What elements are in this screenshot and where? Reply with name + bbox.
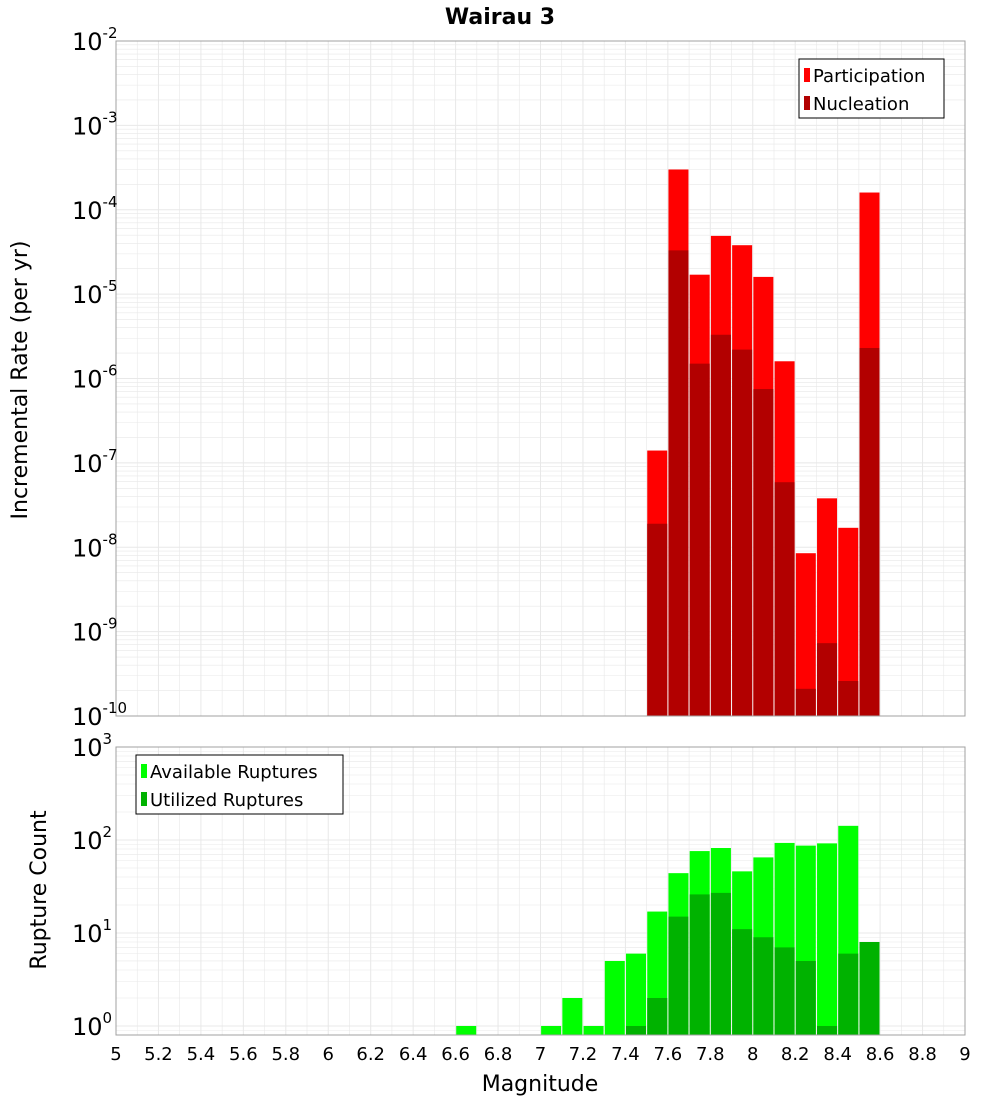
rate-legend-label: Participation <box>813 66 925 87</box>
x-tick-label: 6.6 <box>441 1044 470 1065</box>
count-bar-a <box>626 953 647 1035</box>
rate-bar-b <box>732 349 753 716</box>
x-tick-label: 5.2 <box>144 1044 173 1065</box>
count-bar-b <box>859 942 880 1035</box>
rupture-count-plot-panel: 103 102 101 100 5 5.2 5.4 5.6 5.8 6 6.2 6.4 6.6 6.8 7 7… <box>72 730 971 1065</box>
rate-y-tick-label: 10-10 <box>72 699 127 731</box>
rate-bar-b <box>838 680 859 716</box>
count-legend-swatch <box>141 764 147 778</box>
rate-legend-box <box>798 58 945 119</box>
count-bar-a <box>604 960 625 1035</box>
rate-legend-swatch <box>804 96 810 110</box>
rate-plot-frame <box>115 40 966 717</box>
x-tick-label: 8.8 <box>908 1044 937 1065</box>
rate-bar-b <box>859 347 880 716</box>
count-bar-a <box>541 1025 562 1035</box>
rate-legend-swatch <box>804 68 810 82</box>
count-bar-b <box>753 937 774 1035</box>
count-legend: Available Ruptures Utilized Ruptures <box>135 754 344 815</box>
count-bar-b <box>647 997 668 1035</box>
x-tick-label: 8 <box>747 1044 758 1065</box>
count-bars <box>456 825 880 1035</box>
rate-plot-panel: 10-2 10-3 10-4 10-5 10-6 10-7 10-8 10-9 10-10 Par… <box>72 24 966 731</box>
count-bar-a <box>456 1025 477 1035</box>
top-y-axis-label: Incremental Rate (per yr) <box>8 241 33 520</box>
chart-title: Wairau 3 <box>445 5 555 30</box>
rate-bar-b <box>710 334 731 716</box>
rate-bar-a <box>795 553 816 716</box>
rate-y-tick-label: 10-8 <box>72 530 118 562</box>
count-plot-frame <box>115 746 966 1036</box>
rate-bar-b <box>647 523 668 716</box>
count-y-tick-label: 100 <box>72 1009 112 1041</box>
count-bar-b <box>626 1025 647 1035</box>
count-bar-a <box>562 997 583 1035</box>
count-bar-b <box>774 947 795 1035</box>
rate-y-tick-label: 10-6 <box>72 362 118 394</box>
count-bar-a <box>583 1025 604 1035</box>
rate-bar-b <box>795 688 816 716</box>
rate-bar-b <box>753 389 774 716</box>
rate-bar-b <box>689 363 710 716</box>
count-bar-b <box>668 916 689 1035</box>
count-y-tick-label: 102 <box>72 823 112 855</box>
rate-y-tick-label: 10-4 <box>72 193 118 225</box>
rate-grid <box>115 41 966 717</box>
rate-y-tick-label: 10-7 <box>72 446 118 478</box>
count-bar-b <box>838 953 859 1035</box>
x-tick-label: 6 <box>323 1044 334 1065</box>
rate-y-tick-label: 10-3 <box>72 108 118 140</box>
x-tick-label: 7.4 <box>611 1044 640 1065</box>
x-tick-label: 5.4 <box>187 1044 216 1065</box>
rate-bar-b <box>774 482 795 716</box>
x-tick-label: 5 <box>110 1044 121 1065</box>
x-tick-label: 7.6 <box>654 1044 683 1065</box>
x-tick-label: 8.6 <box>866 1044 895 1065</box>
count-legend-label: Available Ruptures <box>150 762 318 783</box>
count-bar-b <box>689 894 710 1035</box>
rate-y-tick-label: 10-5 <box>72 277 118 309</box>
count-bar-b <box>710 892 731 1035</box>
x-tick-label: 9 <box>959 1044 970 1065</box>
x-tick-label: 6.4 <box>399 1044 428 1065</box>
x-tick-label: 5.8 <box>271 1044 300 1065</box>
count-y-tick-label: 101 <box>72 916 112 948</box>
count-bar-b <box>817 1025 838 1035</box>
count-bar-b <box>732 929 753 1035</box>
x-tick-label: 7 <box>535 1044 546 1065</box>
x-tick-label: 8.2 <box>781 1044 810 1065</box>
x-tick-labels: 5 5.2 5.4 5.6 5.8 6 6.2 6.4 6.6 6.8 7 7.2 7.4 7.6 7.8 8… <box>110 1044 970 1065</box>
rate-bars <box>647 169 880 717</box>
x-tick-label: 7.2 <box>569 1044 598 1065</box>
x-tick-label: 5.6 <box>229 1044 258 1065</box>
count-legend-box <box>135 754 344 815</box>
x-axis-label: Magnitude <box>482 1072 599 1097</box>
count-bar-b <box>795 960 816 1035</box>
rate-y-tick-label: 10-2 <box>72 24 118 56</box>
count-legend-swatch <box>141 792 147 806</box>
bottom-y-axis-label: Rupture Count <box>27 810 52 970</box>
rate-legend-label: Nucleation <box>813 94 909 115</box>
rate-bar-b <box>668 250 689 717</box>
count-y-tick-label: 103 <box>72 730 112 762</box>
rate-bar-a <box>838 527 859 716</box>
x-tick-label: 6.2 <box>356 1044 385 1065</box>
rate-legend: Participation Nucleation <box>798 58 945 119</box>
x-tick-label: 8.4 <box>823 1044 852 1065</box>
count-bar-a <box>817 843 838 1035</box>
rate-y-tick-label: 10-9 <box>72 615 118 647</box>
rate-bar-b <box>817 643 838 716</box>
count-legend-label: Utilized Ruptures <box>150 790 303 811</box>
x-tick-label: 6.8 <box>484 1044 513 1065</box>
x-tick-label: 7.8 <box>696 1044 725 1065</box>
